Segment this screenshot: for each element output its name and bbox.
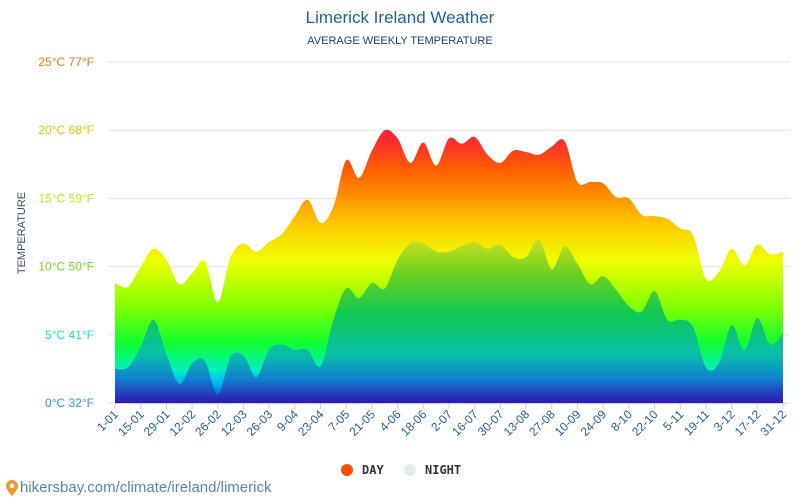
x-tick-label: 24-09 <box>578 407 610 439</box>
x-tick-label: 10-09 <box>552 407 584 439</box>
legend-day-label: DAY <box>362 463 384 477</box>
x-tick-label: 12-02 <box>167 407 199 439</box>
legend-night-label: NIGHT <box>425 463 462 477</box>
night-area <box>115 239 783 403</box>
x-tick-label: 12-03 <box>218 407 250 439</box>
y-tick-label: 10°C 50°F <box>38 260 94 274</box>
y-tick-label: 20°C 68°F <box>38 123 94 137</box>
y-tick-label: 5°C 41°F <box>45 328 94 342</box>
x-tick-label: 26-03 <box>244 407 276 439</box>
legend-day[interactable]: DAY <box>341 463 384 477</box>
legend-night[interactable]: NIGHT <box>404 463 461 477</box>
x-tick-label: 22-10 <box>629 407 661 439</box>
source-url: hikersbay.com/climate/ireland/limerick <box>20 479 272 496</box>
x-tick-label: 18-06 <box>398 407 430 439</box>
x-tick-label: 13-08 <box>501 407 533 439</box>
x-tick-label: 21-05 <box>346 407 378 439</box>
y-tick-label: 25°C 77°F <box>38 55 94 69</box>
x-tick-label: 30-07 <box>475 407 507 439</box>
x-tick-label: 29-01 <box>141 407 173 439</box>
x-tick-label: 15-01 <box>115 407 147 439</box>
map-pin-icon <box>6 479 18 496</box>
x-tick-label: 16-07 <box>449 407 481 439</box>
chart-subtitle: AVERAGE WEEKLY TEMPERATURE <box>307 35 493 47</box>
x-tick-label: 27-08 <box>526 407 558 439</box>
source-link[interactable]: hikersbay.com/climate/ireland/limerick <box>6 479 271 496</box>
x-tick-label: 19-11 <box>681 407 712 438</box>
x-tick-label: 26-02 <box>192 407 224 439</box>
x-tick-label: 17-12 <box>732 407 764 439</box>
x-tick-label: 31-12 <box>758 407 790 439</box>
y-axis-label: TEMPERATURE <box>16 192 28 274</box>
y-tick-label: 0°C 32°F <box>45 396 94 410</box>
day-dot-icon <box>341 464 353 476</box>
y-tick-label: 15°C 59°F <box>38 191 94 205</box>
x-tick-label: 23-04 <box>295 407 327 439</box>
night-dot-icon <box>404 464 416 476</box>
chart-title: Limerick Ireland Weather <box>305 8 495 27</box>
